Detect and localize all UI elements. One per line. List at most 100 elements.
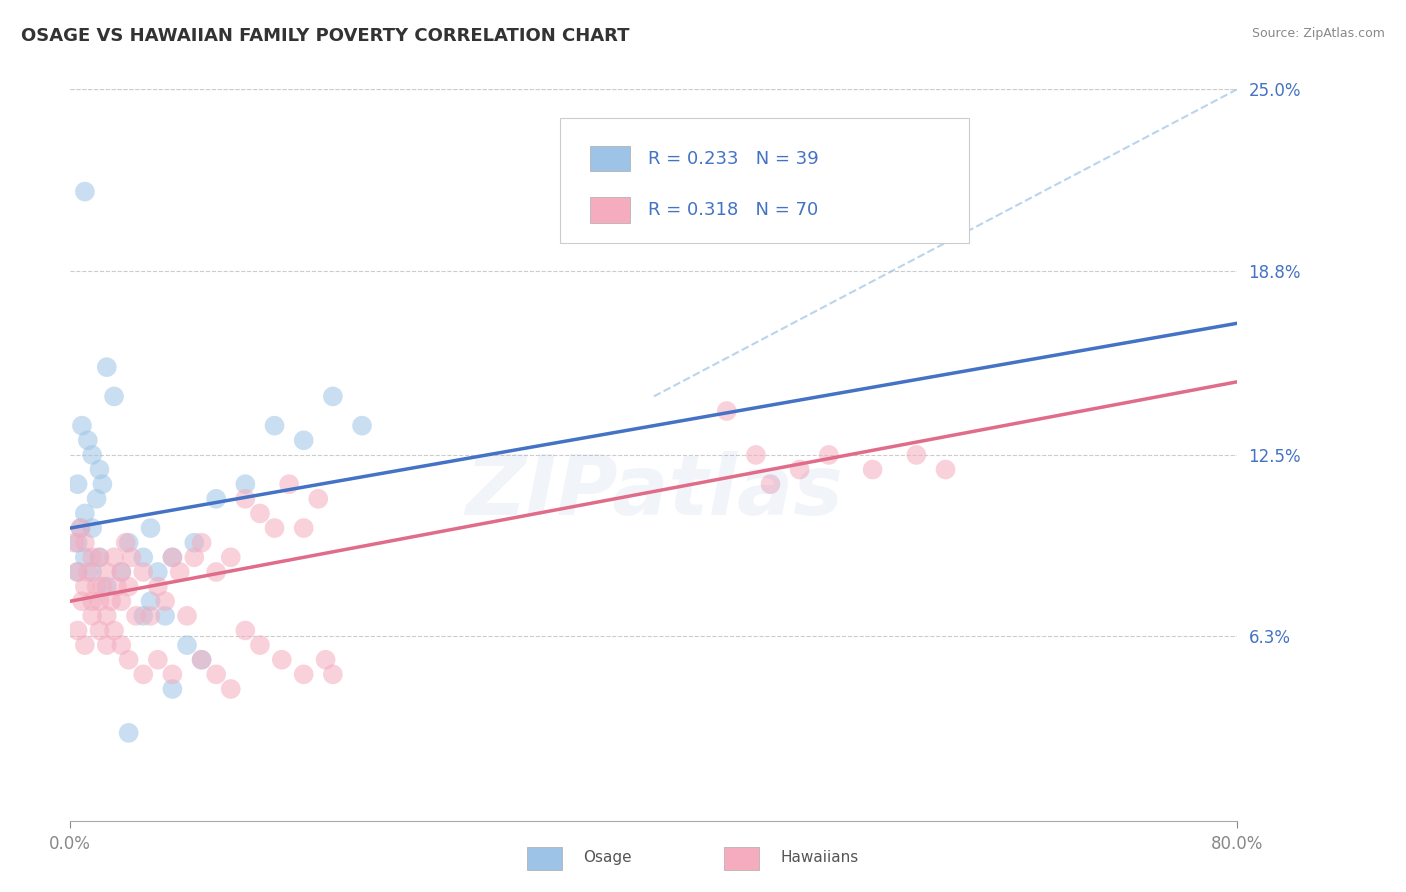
Point (235, 491, 257, 506)
Point (315, 653, 337, 667)
Point (118, 653, 141, 667)
Point (96, 360, 118, 375)
Point (934, 462, 956, 476)
Point (82, 521, 104, 535)
Point (66, 565, 89, 579)
Point (89, 624, 111, 638)
Point (190, 653, 212, 667)
Point (183, 550, 205, 565)
Point (89, 550, 111, 565)
Point (205, 491, 228, 506)
Point (82, 448, 104, 462)
Text: Hawaiians: Hawaiians (780, 850, 859, 865)
Point (76, 565, 98, 579)
Text: Osage: Osage (583, 850, 633, 865)
Point (82, 550, 104, 565)
Point (307, 491, 329, 506)
Point (153, 594, 176, 608)
Point (96, 565, 118, 579)
Point (118, 580, 141, 594)
Point (789, 462, 811, 476)
Point (322, 667, 344, 681)
Point (66, 535, 89, 549)
Point (162, 550, 184, 565)
Point (292, 434, 315, 448)
Point (235, 477, 257, 491)
Point (103, 550, 125, 565)
Text: ZIPatlas: ZIPatlas (465, 451, 842, 532)
Bar (589, 197, 630, 223)
FancyBboxPatch shape (561, 119, 969, 243)
Point (352, 418, 374, 433)
Point (292, 667, 315, 681)
Point (73, 507, 96, 521)
Point (110, 565, 132, 579)
Point (91, 477, 114, 491)
Point (105, 580, 128, 594)
Point (292, 521, 315, 535)
Point (66, 477, 89, 491)
Point (190, 535, 212, 549)
Point (176, 638, 198, 652)
Point (249, 638, 271, 652)
Point (69, 521, 91, 535)
Point (89, 594, 111, 608)
Point (205, 667, 228, 681)
Point (96, 638, 118, 652)
Point (263, 521, 285, 535)
Point (219, 550, 242, 565)
Point (139, 608, 162, 623)
Point (759, 477, 782, 491)
Point (121, 550, 143, 565)
Point (73, 638, 96, 652)
Point (205, 565, 228, 579)
Point (132, 550, 155, 565)
Point (96, 580, 118, 594)
Point (176, 608, 198, 623)
Point (82, 594, 104, 608)
Point (63, 535, 86, 549)
Point (86, 580, 108, 594)
Point (73, 185, 96, 199)
Point (118, 726, 141, 740)
Point (91, 580, 114, 594)
Bar (589, 146, 630, 171)
Point (82, 565, 104, 579)
Point (249, 507, 271, 521)
Point (146, 565, 169, 579)
Point (162, 667, 184, 681)
Point (132, 608, 155, 623)
Point (100, 594, 122, 608)
Point (118, 535, 141, 549)
Text: Source: ZipAtlas.com: Source: ZipAtlas.com (1251, 27, 1385, 40)
Point (114, 535, 136, 549)
Point (322, 389, 344, 403)
Point (219, 681, 242, 696)
Point (110, 565, 132, 579)
Point (278, 477, 301, 491)
Point (190, 653, 212, 667)
Point (89, 462, 111, 476)
Point (139, 521, 162, 535)
Point (73, 550, 96, 565)
Point (146, 653, 169, 667)
Point (270, 653, 292, 667)
Text: R = 0.233   N = 39: R = 0.233 N = 39 (648, 150, 818, 168)
Point (73, 580, 96, 594)
Point (103, 389, 125, 403)
Point (818, 448, 841, 462)
Point (82, 608, 104, 623)
Text: R = 0.318   N = 70: R = 0.318 N = 70 (648, 201, 818, 219)
Point (96, 608, 118, 623)
Point (716, 404, 738, 418)
Point (69, 521, 91, 535)
Point (66, 565, 89, 579)
Point (89, 550, 111, 565)
Point (73, 535, 96, 549)
Point (162, 550, 184, 565)
Point (125, 608, 148, 623)
Point (153, 608, 176, 623)
Point (132, 667, 155, 681)
Point (70, 594, 93, 608)
Point (86, 491, 108, 506)
